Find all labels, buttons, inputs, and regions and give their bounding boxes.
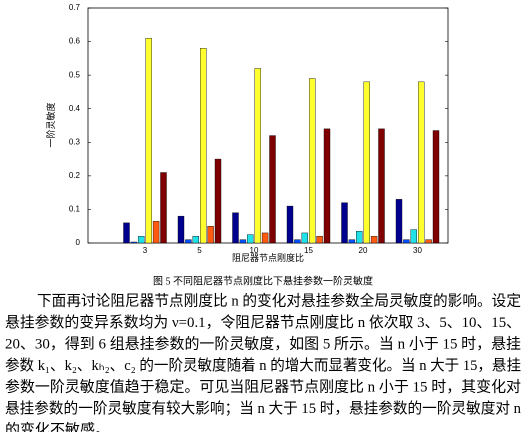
bar bbox=[145, 38, 152, 244]
bar bbox=[294, 239, 301, 244]
bar bbox=[199, 48, 207, 244]
bar bbox=[232, 212, 239, 244]
paragraph-line: 20、30，得到 6 组悬挂参数的一阶灵敏度，如图 5 所示。当 n 小于 15… bbox=[5, 335, 521, 352]
bar bbox=[356, 231, 363, 244]
y-tick-label: 0.4 bbox=[69, 104, 81, 113]
figure-caption: 图 5 不同阻尼器节点刚度比下悬挂参数一阶灵敏度 bbox=[153, 274, 373, 287]
bar bbox=[363, 81, 370, 244]
bar bbox=[138, 236, 145, 244]
y-tick-label: 0.3 bbox=[69, 137, 81, 146]
paragraph-line: 参数一阶灵敏度值趋于稳定。可见当阻尼器节点刚度比 n 小于 15 时，其变化对 bbox=[5, 378, 521, 395]
bar bbox=[348, 239, 356, 244]
y-tick-label: 0.7 bbox=[69, 3, 81, 12]
y-tick-label: 0 bbox=[76, 238, 81, 247]
bar bbox=[239, 239, 247, 244]
paragraph-line: 的变化不敏感。 bbox=[5, 421, 110, 432]
y-tick-label: 0.1 bbox=[69, 205, 81, 214]
x-tick-label: 5 bbox=[197, 246, 202, 255]
bar bbox=[323, 128, 331, 244]
bar bbox=[214, 158, 222, 244]
x-tick-label: 15 bbox=[304, 246, 313, 255]
bar bbox=[410, 229, 417, 244]
bar bbox=[152, 220, 160, 244]
bar bbox=[207, 226, 214, 244]
bar bbox=[370, 236, 378, 244]
y-tick-label: 0.6 bbox=[69, 37, 81, 46]
bar bbox=[123, 222, 130, 244]
x-axis-label: 阻尼器节点刚度比 bbox=[232, 252, 304, 263]
paragraph-line: 下面再讨论阻尼器节点刚度比 n 的变化对悬挂参数全局灵敏度的影响。设定 bbox=[37, 291, 521, 309]
plot-frame bbox=[87, 7, 449, 244]
bar bbox=[286, 205, 294, 244]
bar bbox=[316, 236, 323, 244]
x-tick-label: 3 bbox=[143, 246, 148, 255]
bar bbox=[378, 128, 385, 244]
x-tick-label: 10 bbox=[250, 246, 259, 255]
bar bbox=[395, 199, 403, 244]
bar bbox=[403, 239, 410, 244]
bar bbox=[160, 172, 167, 244]
y-axis-label: 一阶灵敏度 bbox=[45, 102, 56, 147]
bar bbox=[418, 81, 425, 244]
bar bbox=[192, 236, 200, 244]
bar bbox=[269, 135, 276, 244]
bar bbox=[301, 232, 308, 244]
paragraph-line: 悬挂参数的变异系数均为 ν=0.1，令阻尼器节点刚度比 n 依次取 3、5、10… bbox=[5, 314, 521, 331]
paragraph-line: 悬挂参数的一阶灵敏度有较大影响；当 n 大于 15 时，悬挂参数的一阶灵敏度对 … bbox=[5, 399, 521, 417]
bar bbox=[309, 78, 316, 244]
x-tick-label: 20 bbox=[359, 246, 368, 255]
bar bbox=[130, 241, 138, 244]
bar bbox=[254, 68, 261, 244]
bar bbox=[247, 234, 254, 244]
bar bbox=[177, 215, 185, 244]
bar bbox=[341, 202, 348, 244]
bar bbox=[425, 239, 432, 244]
bar bbox=[432, 130, 440, 244]
y-tick-label: 0.5 bbox=[69, 70, 81, 79]
x-tick-label: 30 bbox=[413, 246, 422, 255]
bar bbox=[261, 232, 269, 244]
y-tick-label: 0.2 bbox=[69, 171, 81, 180]
paragraph-line: 参数 k₁、k₂、kₕ₂、c₂ 的一阶灵敏度随着 n 的增大而显著变化。当 n … bbox=[5, 357, 521, 374]
bar bbox=[185, 239, 192, 244]
